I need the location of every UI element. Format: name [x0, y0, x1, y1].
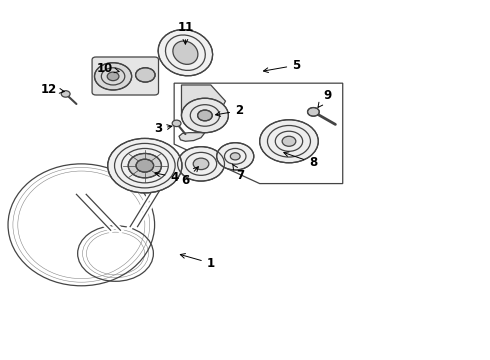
Circle shape [197, 110, 212, 121]
Circle shape [136, 68, 155, 82]
Ellipse shape [173, 41, 198, 64]
Text: 6: 6 [181, 167, 198, 187]
Text: 10: 10 [97, 62, 119, 75]
Circle shape [260, 120, 318, 163]
Text: 12: 12 [41, 83, 64, 96]
Text: 5: 5 [264, 59, 300, 72]
FancyBboxPatch shape [92, 57, 159, 95]
Circle shape [128, 153, 161, 178]
Ellipse shape [158, 30, 213, 76]
Circle shape [177, 147, 224, 181]
Text: 3: 3 [154, 122, 172, 135]
Text: 7: 7 [232, 164, 244, 182]
Text: 4: 4 [155, 171, 179, 184]
Circle shape [308, 108, 319, 116]
Text: 2: 2 [216, 104, 243, 117]
Circle shape [61, 91, 70, 97]
Circle shape [217, 143, 254, 170]
Circle shape [108, 138, 182, 193]
Text: 11: 11 [177, 21, 194, 44]
Circle shape [193, 158, 209, 170]
Text: 8: 8 [284, 152, 318, 169]
Text: 9: 9 [318, 89, 331, 107]
Circle shape [107, 72, 119, 81]
Circle shape [282, 136, 296, 146]
Circle shape [181, 98, 228, 133]
Circle shape [230, 153, 240, 160]
Circle shape [95, 63, 132, 90]
Circle shape [172, 120, 181, 127]
Polygon shape [179, 133, 205, 141]
Text: 1: 1 [180, 253, 215, 270]
Circle shape [136, 159, 154, 172]
Polygon shape [181, 85, 225, 123]
